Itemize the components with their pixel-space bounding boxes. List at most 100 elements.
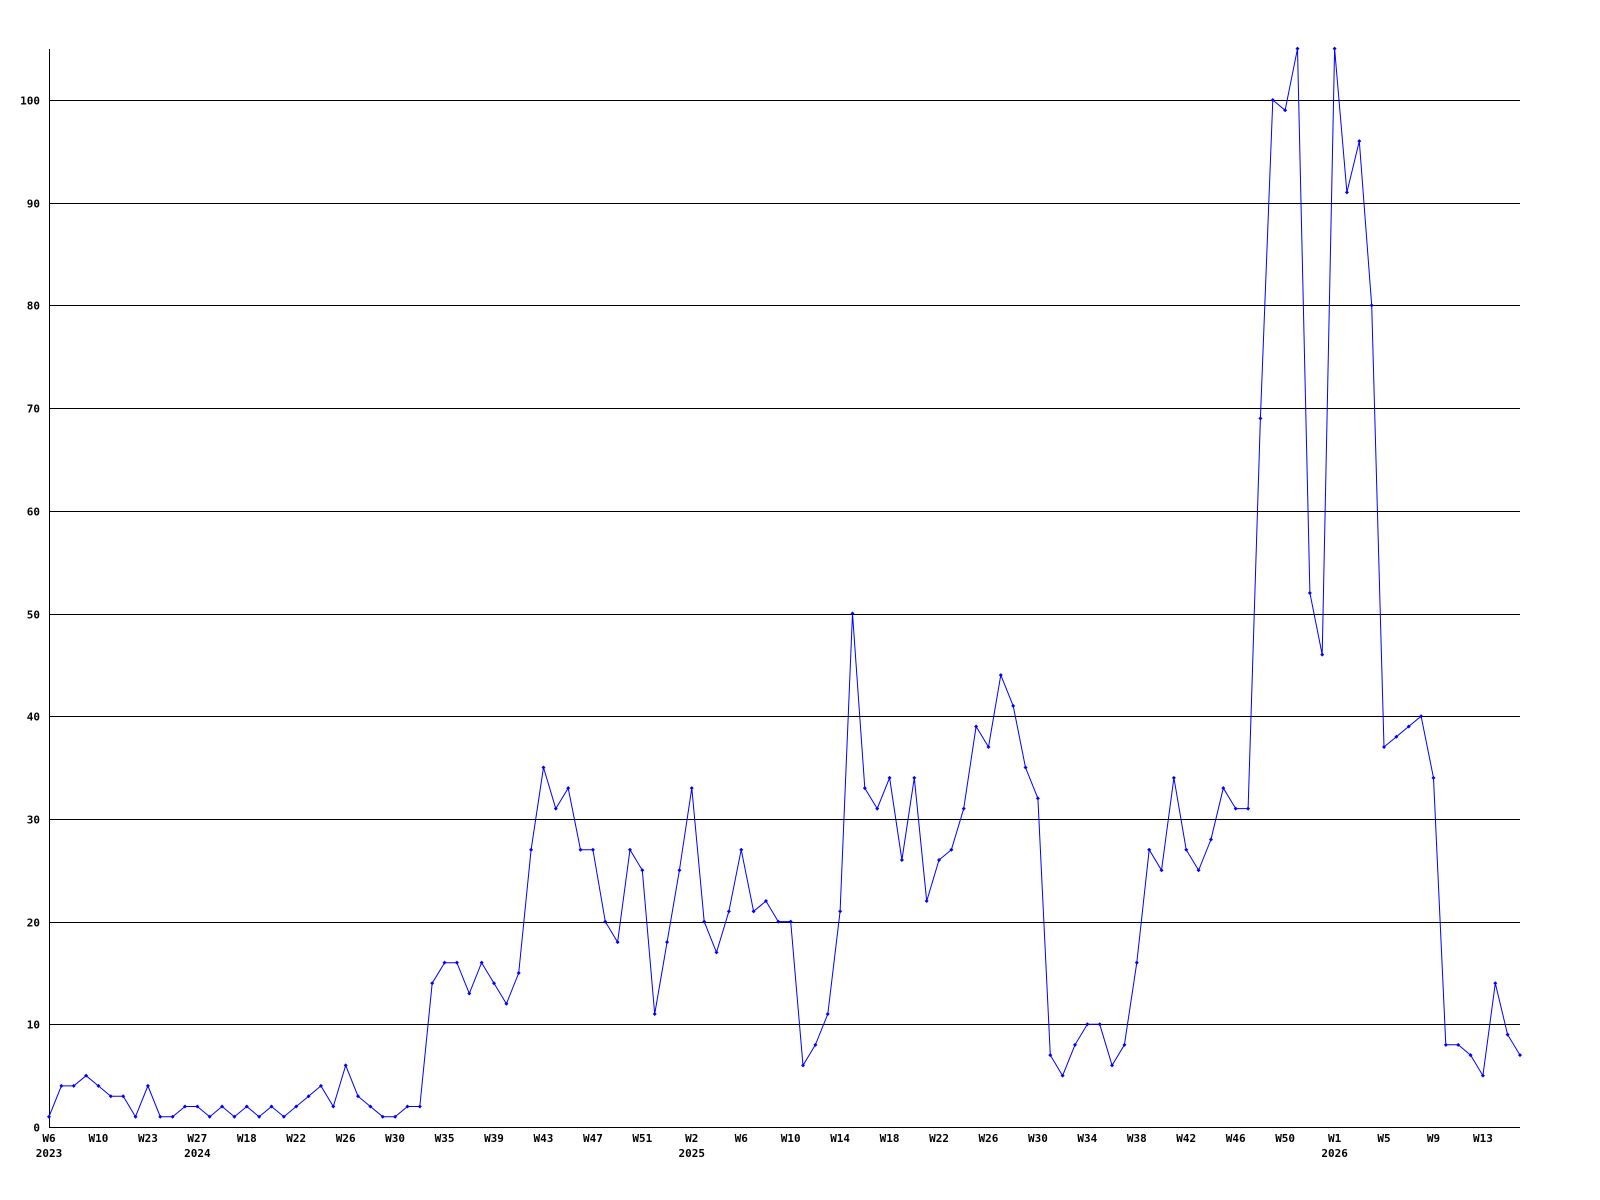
x-tick-label: W6 bbox=[735, 1132, 749, 1145]
data-point bbox=[84, 1073, 89, 1078]
y-tick-label: 40 bbox=[27, 711, 40, 724]
y-tick-label: 90 bbox=[27, 198, 40, 211]
y-tick-label: 80 bbox=[27, 300, 40, 313]
data-point bbox=[1147, 847, 1152, 852]
data-point bbox=[1505, 1032, 1510, 1037]
data-point bbox=[1344, 190, 1349, 195]
data-point bbox=[467, 991, 472, 996]
x-tick-label: W22 bbox=[929, 1132, 949, 1145]
data-point bbox=[714, 950, 719, 955]
data-point bbox=[1122, 1042, 1127, 1047]
data-point bbox=[813, 1042, 818, 1047]
x-tick-label: W39 bbox=[484, 1132, 504, 1145]
data-point bbox=[47, 1114, 51, 1119]
x-tick-label: W13 bbox=[1473, 1132, 1493, 1145]
data-point bbox=[1072, 1042, 1077, 1047]
gridlines bbox=[49, 100, 1520, 1025]
data-point bbox=[998, 673, 1003, 678]
y-tick-label: 20 bbox=[27, 917, 40, 930]
series-polyline bbox=[48, 48, 1521, 1118]
data-point bbox=[1419, 714, 1424, 719]
series-line bbox=[47, 46, 1522, 1119]
data-point bbox=[1085, 1022, 1090, 1027]
data-point bbox=[1456, 1042, 1461, 1047]
x-tick-label: W50 bbox=[1275, 1132, 1295, 1145]
data-point bbox=[1431, 775, 1436, 780]
data-point bbox=[96, 1083, 101, 1088]
data-point bbox=[516, 970, 521, 975]
data-point bbox=[677, 868, 682, 873]
data-point bbox=[281, 1114, 286, 1119]
data-point bbox=[343, 1063, 348, 1068]
x-tick-label: W51 bbox=[632, 1132, 652, 1145]
x-tick-label: W2 bbox=[685, 1132, 698, 1145]
data-point bbox=[974, 724, 979, 729]
data-point bbox=[949, 847, 954, 852]
data-point bbox=[108, 1094, 113, 1099]
data-point bbox=[356, 1094, 361, 1099]
x-tick-label: W26 bbox=[336, 1132, 356, 1145]
data-point bbox=[1332, 46, 1337, 51]
data-point bbox=[541, 765, 546, 770]
data-point bbox=[145, 1083, 150, 1088]
data-point bbox=[1258, 416, 1263, 421]
data-point bbox=[899, 857, 904, 862]
data-point bbox=[702, 919, 707, 924]
x-tick-label: W18 bbox=[237, 1132, 257, 1145]
data-point bbox=[1171, 775, 1176, 780]
data-point bbox=[689, 786, 694, 791]
x-tick-label: W1 bbox=[1328, 1132, 1342, 1145]
data-point bbox=[862, 786, 867, 791]
x-tick-label: W46 bbox=[1226, 1132, 1246, 1145]
data-point bbox=[182, 1104, 187, 1109]
data-point bbox=[1480, 1073, 1485, 1078]
x-tick-label: W43 bbox=[534, 1132, 554, 1145]
data-point bbox=[578, 847, 583, 852]
data-point bbox=[318, 1083, 323, 1088]
data-point bbox=[961, 806, 966, 811]
data-point bbox=[1048, 1053, 1053, 1058]
data-point bbox=[912, 775, 917, 780]
data-point bbox=[665, 940, 670, 945]
data-point bbox=[1246, 806, 1251, 811]
data-point bbox=[590, 847, 595, 852]
data-point bbox=[924, 899, 929, 904]
x-tick-label: W6 bbox=[42, 1132, 56, 1145]
data-point bbox=[887, 775, 892, 780]
data-point bbox=[207, 1114, 212, 1119]
data-point bbox=[801, 1063, 806, 1068]
x-tick-label: W35 bbox=[435, 1132, 455, 1145]
y-axis-ticks: 0 10 20 30 40 50 60 70 80 90 100 bbox=[20, 95, 40, 1135]
data-point bbox=[1382, 745, 1387, 750]
data-point bbox=[1394, 734, 1399, 739]
data-point bbox=[1320, 652, 1325, 657]
data-point bbox=[603, 919, 608, 924]
x-tick-label: W18 bbox=[880, 1132, 900, 1145]
data-point bbox=[1097, 1022, 1102, 1027]
data-point bbox=[937, 857, 942, 862]
data-point bbox=[220, 1104, 225, 1109]
data-point bbox=[1023, 765, 1028, 770]
data-point bbox=[121, 1094, 126, 1099]
y-tick-label: 50 bbox=[27, 609, 40, 622]
data-point bbox=[1283, 108, 1288, 113]
data-point bbox=[615, 940, 620, 945]
x-axis-ticks: W6 W10 W23 W27 W18 W22 W26 W30 W35 W39 W43 W47 W51 W2… bbox=[36, 1132, 1493, 1160]
data-point bbox=[232, 1114, 237, 1119]
data-point bbox=[739, 847, 744, 852]
data-point bbox=[430, 981, 435, 986]
data-point bbox=[405, 1104, 410, 1109]
data-point bbox=[1233, 806, 1238, 811]
data-point bbox=[640, 868, 645, 873]
data-point bbox=[1060, 1073, 1065, 1078]
data-point bbox=[553, 806, 558, 811]
data-point bbox=[454, 960, 459, 965]
data-point bbox=[195, 1104, 200, 1109]
data-point bbox=[59, 1083, 64, 1088]
data-point bbox=[726, 909, 731, 914]
x-tick-label: W9 bbox=[1427, 1132, 1440, 1145]
year-label: 2026 bbox=[1321, 1147, 1348, 1160]
y-tick-label: 100 bbox=[20, 95, 40, 108]
data-point bbox=[1184, 847, 1189, 852]
